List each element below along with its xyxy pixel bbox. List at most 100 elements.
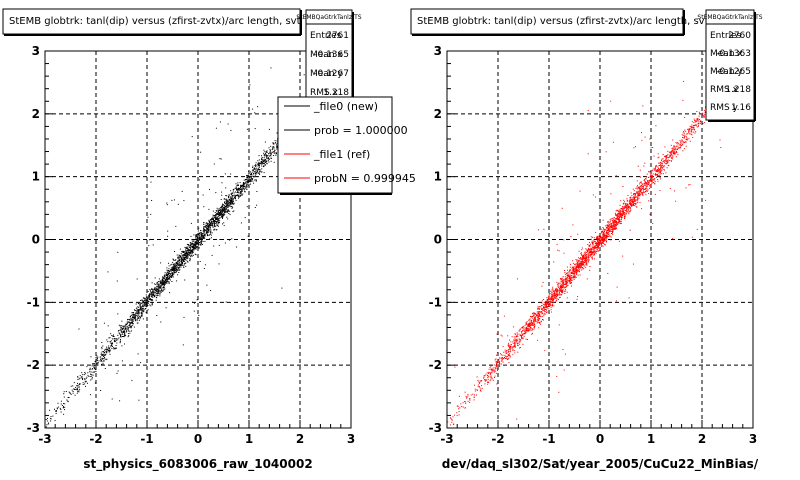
scatter-point bbox=[481, 387, 483, 389]
scatter-point bbox=[534, 317, 536, 319]
scatter-point bbox=[222, 223, 223, 225]
scatter-point bbox=[476, 376, 478, 378]
scatter-point bbox=[653, 182, 654, 183]
scatter-point bbox=[481, 380, 483, 381]
scatter-point bbox=[89, 371, 91, 373]
scatter-point bbox=[639, 193, 641, 195]
scatter-point bbox=[254, 128, 256, 130]
scatter-point bbox=[533, 324, 535, 326]
scatter-point bbox=[163, 289, 165, 291]
scatter-point bbox=[105, 350, 107, 352]
scatter-point bbox=[633, 202, 635, 204]
scatter-point bbox=[57, 402, 59, 404]
scatter-point bbox=[202, 241, 204, 242]
scatter-point bbox=[221, 213, 223, 215]
scatter-point bbox=[96, 359, 98, 361]
scatter-point bbox=[130, 317, 132, 319]
scatter-point bbox=[231, 198, 233, 200]
scatter-point bbox=[270, 145, 272, 147]
legend-box: _file0 (new)prob = 1.000000_file1 (ref)p… bbox=[277, 96, 416, 195]
scatter-point bbox=[572, 271, 574, 273]
scatter-point bbox=[60, 411, 62, 413]
scatter-point bbox=[615, 218, 617, 220]
scatter-point bbox=[114, 338, 116, 340]
scatter-point bbox=[141, 299, 143, 301]
scatter-point bbox=[212, 217, 214, 219]
scatter-point bbox=[219, 212, 221, 214]
scatter-point bbox=[81, 376, 83, 377]
scatter-point bbox=[696, 111, 698, 112]
scatter-point bbox=[676, 150, 677, 152]
scatter-point bbox=[593, 241, 595, 243]
scatter-point bbox=[145, 299, 147, 301]
scatter-point bbox=[628, 209, 629, 211]
scatter-point bbox=[548, 299, 550, 301]
scatter-point bbox=[118, 332, 120, 334]
scatter-point bbox=[195, 241, 197, 243]
scatter-point bbox=[172, 261, 174, 263]
scatter-point bbox=[91, 375, 93, 377]
scatter-point bbox=[138, 310, 140, 312]
scatter-point bbox=[222, 206, 224, 208]
scatter-point bbox=[272, 142, 274, 144]
scatter-point bbox=[613, 226, 615, 228]
scatter-point bbox=[163, 284, 165, 286]
scatter-point bbox=[575, 266, 577, 268]
scatter-point bbox=[610, 230, 612, 232]
scatter-point bbox=[224, 198, 226, 200]
scatter-point bbox=[117, 334, 119, 336]
scatter-point bbox=[119, 329, 121, 331]
scatter-point bbox=[694, 119, 696, 121]
scatter-point bbox=[227, 211, 229, 213]
scatter-point bbox=[622, 209, 624, 211]
scatter-point bbox=[550, 305, 552, 307]
scatter-point bbox=[145, 302, 147, 304]
scatter-point bbox=[527, 324, 529, 326]
scatter-point bbox=[215, 220, 216, 222]
scatter-point bbox=[564, 279, 566, 281]
scatter-point bbox=[132, 316, 134, 318]
scatter-point bbox=[142, 300, 144, 302]
scatter-point bbox=[238, 194, 240, 196]
scatter-point bbox=[604, 237, 606, 239]
scatter-point bbox=[120, 336, 122, 338]
scatter-point bbox=[271, 149, 273, 151]
scatter-point bbox=[257, 162, 259, 164]
scatter-point bbox=[612, 141, 614, 143]
scatter-point bbox=[537, 339, 539, 341]
scatter-point bbox=[639, 194, 641, 196]
scatter-point bbox=[138, 303, 140, 305]
scatter-point bbox=[591, 257, 593, 259]
y-tick-label: 2 bbox=[32, 107, 40, 121]
scatter-point bbox=[107, 271, 109, 273]
scatter-point bbox=[533, 319, 534, 321]
scatter-point bbox=[208, 225, 209, 227]
scatter-point bbox=[609, 228, 611, 230]
scatter-point bbox=[237, 194, 239, 196]
y-tick-label: -2 bbox=[27, 358, 40, 372]
scatter-point bbox=[93, 366, 95, 368]
scatter-point bbox=[169, 275, 171, 277]
scatter-point bbox=[653, 179, 655, 181]
scatter-point bbox=[498, 357, 500, 359]
scatter-point bbox=[615, 219, 617, 221]
scatter-point bbox=[81, 372, 83, 374]
scatter-point bbox=[176, 270, 178, 272]
scatter-point bbox=[238, 187, 239, 189]
scatter-point bbox=[224, 205, 226, 207]
scatter-point bbox=[55, 410, 57, 412]
scatter-point bbox=[483, 376, 485, 378]
scatter-point bbox=[698, 119, 700, 120]
scatter-point bbox=[169, 279, 171, 281]
scatter-point bbox=[228, 239, 230, 241]
scatter-point bbox=[530, 324, 532, 326]
scatter-point bbox=[485, 379, 487, 381]
scatter-point bbox=[494, 375, 496, 377]
scatter-point bbox=[575, 276, 577, 278]
scatter-point bbox=[220, 213, 222, 215]
scatter-point bbox=[47, 423, 49, 425]
scatter-point bbox=[256, 204, 258, 206]
scatter-point bbox=[263, 172, 265, 174]
scatter-point bbox=[553, 261, 555, 263]
scatter-point bbox=[256, 171, 258, 173]
